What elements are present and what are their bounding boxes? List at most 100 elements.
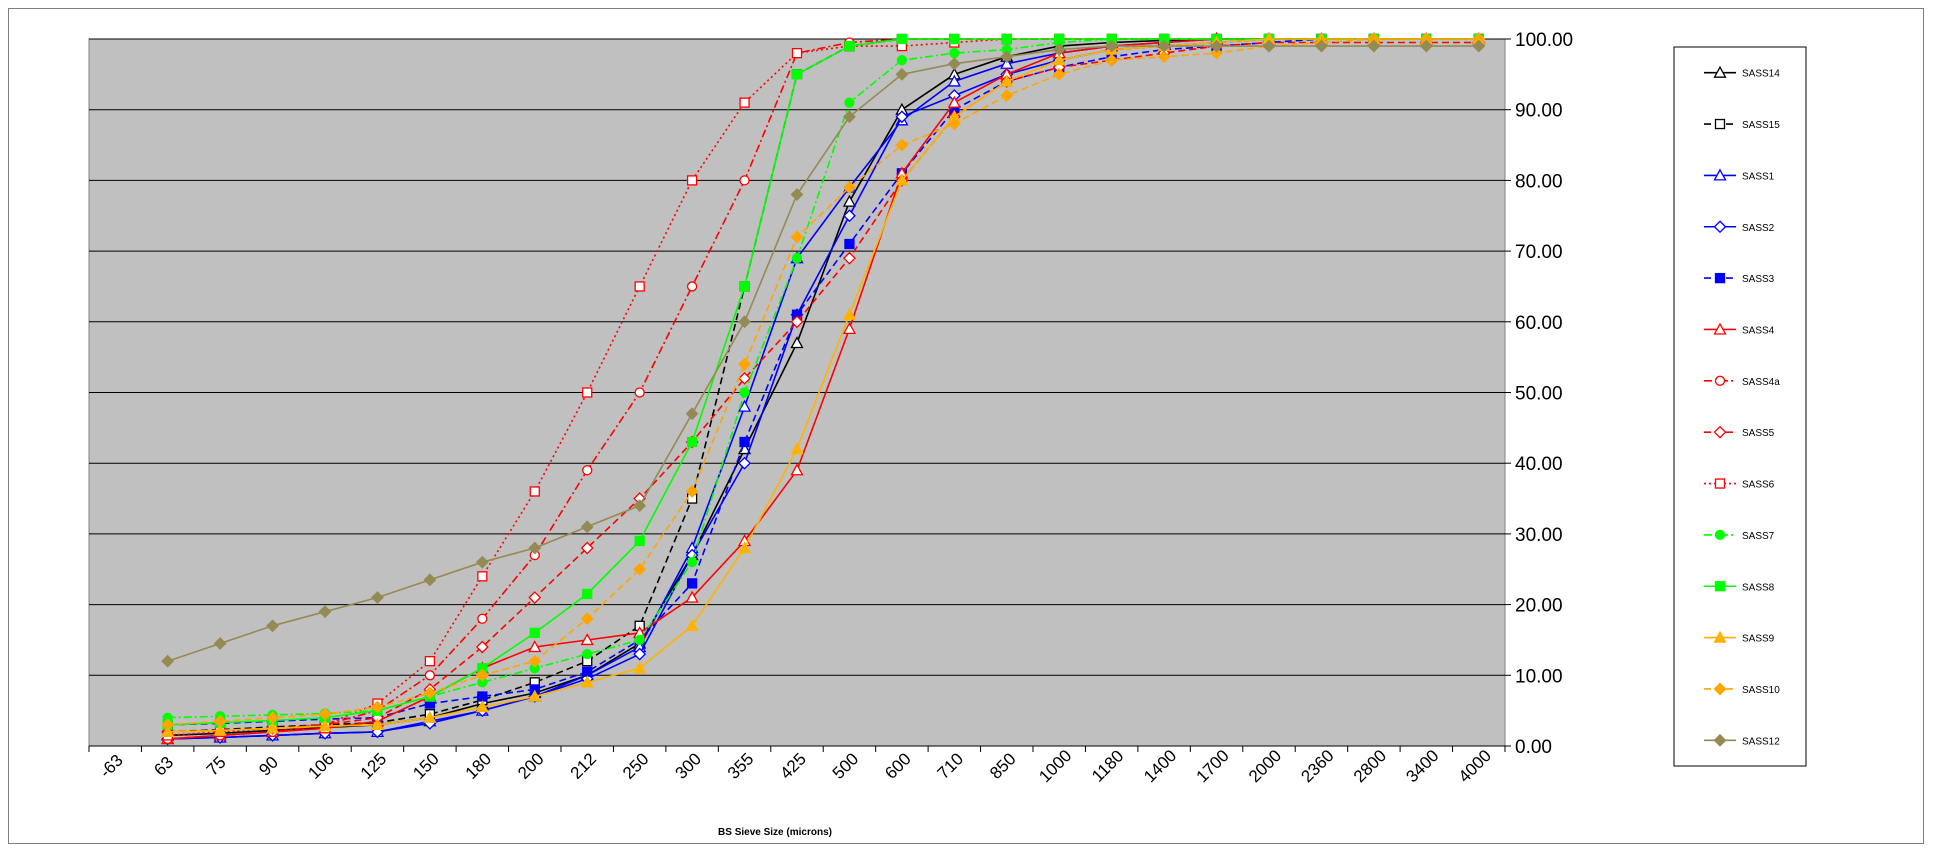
sieve-chart: 0.00 10.00 20.00 30.00 40.00 50.00 60.00 70.00 8… <box>88 30 1807 838</box>
data-point <box>582 465 593 476</box>
legend-item-sass14: SASS14 <box>1704 65 1780 80</box>
data-point <box>686 436 698 448</box>
data-point <box>895 67 909 81</box>
data-point <box>896 55 908 66</box>
x-tick-label: 1700 <box>1193 746 1233 786</box>
data-point <box>423 573 437 587</box>
data-point <box>1105 53 1119 67</box>
data-point <box>739 281 750 292</box>
data-point <box>685 485 699 498</box>
y-tick-label: 30.00 <box>1515 525 1563 546</box>
x-tick-label: 2000 <box>1245 746 1285 786</box>
data-point <box>790 315 804 329</box>
series-line <box>167 38 1479 733</box>
data-point <box>475 640 489 654</box>
data-point <box>318 707 332 721</box>
plot-area <box>88 38 1506 747</box>
legend-label: SASS4a <box>1742 377 1780 388</box>
data-point <box>580 520 594 534</box>
series-line <box>167 38 1479 726</box>
data-point <box>947 57 961 71</box>
y-tick-label: 90.00 <box>1515 101 1563 122</box>
data-point <box>318 605 332 619</box>
y-tick-label: 50.00 <box>1515 384 1563 405</box>
series-sass12 <box>161 39 1486 668</box>
data-point <box>580 612 594 626</box>
data-point <box>213 714 227 728</box>
data-point <box>842 322 857 335</box>
data-point <box>424 656 436 667</box>
data-point <box>475 555 489 569</box>
legend-item-sass4: SASS4 <box>1704 322 1775 336</box>
legend-label: SASS14 <box>1742 69 1780 80</box>
x-tick-label: 75 <box>203 753 230 780</box>
data-point <box>633 499 647 513</box>
data-point <box>633 661 647 674</box>
data-point <box>1713 65 1727 78</box>
data-point <box>791 253 803 264</box>
data-point <box>161 725 175 738</box>
data-point <box>1157 39 1171 53</box>
data-point <box>528 640 542 653</box>
data-point <box>790 336 804 349</box>
data-point <box>528 591 542 604</box>
x-tick-label: 425 <box>776 749 809 782</box>
x-axis-title: BS Sieve Size (microns) <box>718 827 832 838</box>
data-point <box>528 654 542 668</box>
data-point <box>265 721 280 734</box>
data-point <box>424 670 436 681</box>
x-tick-label: 2800 <box>1350 746 1390 786</box>
data-point <box>737 541 752 554</box>
data-point <box>161 718 175 732</box>
x-tick-label: 850 <box>986 749 1019 782</box>
y-tick-label: 0.00 <box>1515 737 1552 758</box>
x-tick-label: 1180 <box>1088 746 1127 785</box>
data-point <box>1713 220 1727 234</box>
data-point <box>1714 529 1726 541</box>
data-point <box>1714 118 1726 130</box>
data-point <box>318 719 332 732</box>
legend-label: SASS5 <box>1742 428 1775 439</box>
legend-item-sass7: SASS7 <box>1704 529 1775 542</box>
series-line <box>167 45 1479 662</box>
x-tick-label: 710 <box>934 749 967 782</box>
data-point <box>423 710 437 723</box>
data-point <box>1157 50 1171 64</box>
legend-item-sass1: SASS1 <box>1704 168 1775 182</box>
legend-box <box>1673 46 1807 767</box>
legend-item-sass9: SASS9 <box>1704 630 1775 645</box>
data-point <box>895 110 909 124</box>
y-tick-label: 80.00 <box>1515 171 1563 192</box>
data-point <box>790 442 804 455</box>
data-point <box>949 47 960 59</box>
data-point <box>580 633 594 646</box>
x-tick-label: 212 <box>567 749 600 782</box>
data-point <box>1713 322 1727 335</box>
data-point <box>633 562 647 576</box>
data-point <box>582 666 593 677</box>
data-point <box>1713 168 1727 181</box>
data-point <box>266 711 279 725</box>
data-point <box>843 110 856 124</box>
data-point <box>737 399 752 412</box>
data-point <box>738 456 751 470</box>
data-point <box>371 591 384 604</box>
data-point <box>686 557 698 568</box>
data-point <box>843 251 856 265</box>
data-point <box>1472 39 1486 53</box>
y-tick-label: 100.00 <box>1515 30 1573 51</box>
data-point <box>266 619 279 633</box>
legend-item-sass3: SASS3 <box>1704 272 1775 285</box>
legend-item-sass6: SASS6 <box>1704 478 1775 491</box>
data-point <box>842 194 857 207</box>
data-point <box>686 175 698 186</box>
x-tick-label: 1400 <box>1140 746 1180 786</box>
data-point <box>423 686 437 700</box>
data-point <box>844 238 855 250</box>
legend-label: SASS8 <box>1742 582 1775 593</box>
legend-item-sass10: SASS10 <box>1704 682 1780 696</box>
series-sass10 <box>161 32 1486 732</box>
data-point <box>685 407 699 421</box>
data-point <box>738 315 751 329</box>
data-point <box>634 634 645 646</box>
